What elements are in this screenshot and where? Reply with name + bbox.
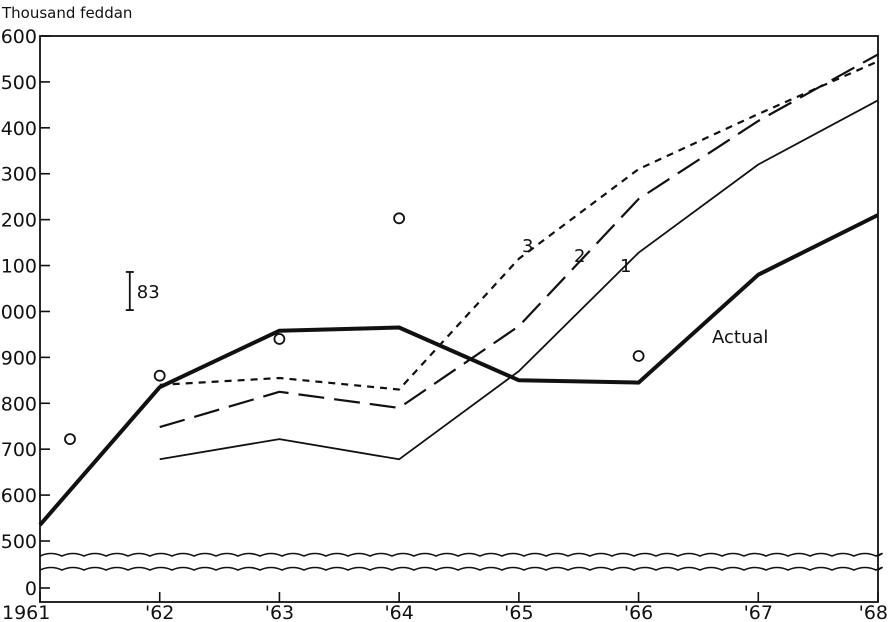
annotation-series-3: 3	[522, 236, 533, 257]
y-tick-label: 700	[1, 439, 37, 461]
error-bar: 83	[125, 271, 160, 311]
x-tick-label: '64	[384, 602, 413, 622]
y-tick-label: 900	[1, 347, 37, 369]
y-tick-label: 1,300	[0, 164, 37, 186]
x-tick-label: '63	[265, 602, 294, 622]
y-axis: 0 500 600 700 800 900 1,000 1,100 1,200 1,300 1,40…	[0, 26, 50, 600]
plot-frame	[39, 35, 879, 603]
series-line-actual	[38, 213, 879, 527]
observed-point-marker	[153, 369, 166, 382]
y-tick-label: 1,000	[0, 301, 37, 323]
x-tick-label: '67	[744, 602, 773, 622]
error-bar-label: 83	[137, 282, 160, 303]
observed-point-marker	[273, 333, 286, 345]
x-tick-label: '65	[504, 602, 533, 622]
series-line-2	[159, 53, 879, 429]
y-tick-label: 1,200	[0, 210, 37, 232]
axis-break-wave	[39, 552, 883, 557]
y-tick-label: 500	[1, 531, 37, 553]
observed-point-marker	[64, 433, 76, 446]
y-unit-label: Thousand feddan	[1, 4, 132, 22]
x-tick-label: '66	[624, 602, 653, 622]
observed-point-marker	[632, 350, 645, 362]
annotation-series-2: 2	[574, 246, 585, 267]
x-tick-label: 1961	[2, 602, 50, 622]
x-tick-label: '68	[859, 602, 888, 622]
x-tick-label: '62	[145, 602, 174, 622]
series-line-3	[159, 60, 879, 391]
observed-points	[64, 212, 645, 446]
y-axis-break	[39, 552, 883, 573]
y-tick-label: 1,500	[0, 72, 37, 94]
y-tick-label: 0	[25, 578, 37, 600]
y-tick-label: 1,600	[0, 26, 37, 48]
axis-break-wave	[39, 566, 883, 571]
observed-point-marker	[393, 212, 406, 225]
series-lines	[38, 53, 879, 527]
y-tick-label: 1,100	[0, 256, 37, 278]
y-tick-label: 600	[1, 485, 37, 507]
y-tick-label: 1,400	[0, 118, 37, 140]
annotation-actual: Actual	[712, 327, 768, 348]
x-axis: 1961 '62 '63 '64 '65 '66 '67 '68	[2, 592, 888, 622]
y-tick-label: 800	[1, 393, 37, 415]
series-line-1	[159, 99, 879, 461]
annotation-series-1: 1	[620, 256, 631, 277]
